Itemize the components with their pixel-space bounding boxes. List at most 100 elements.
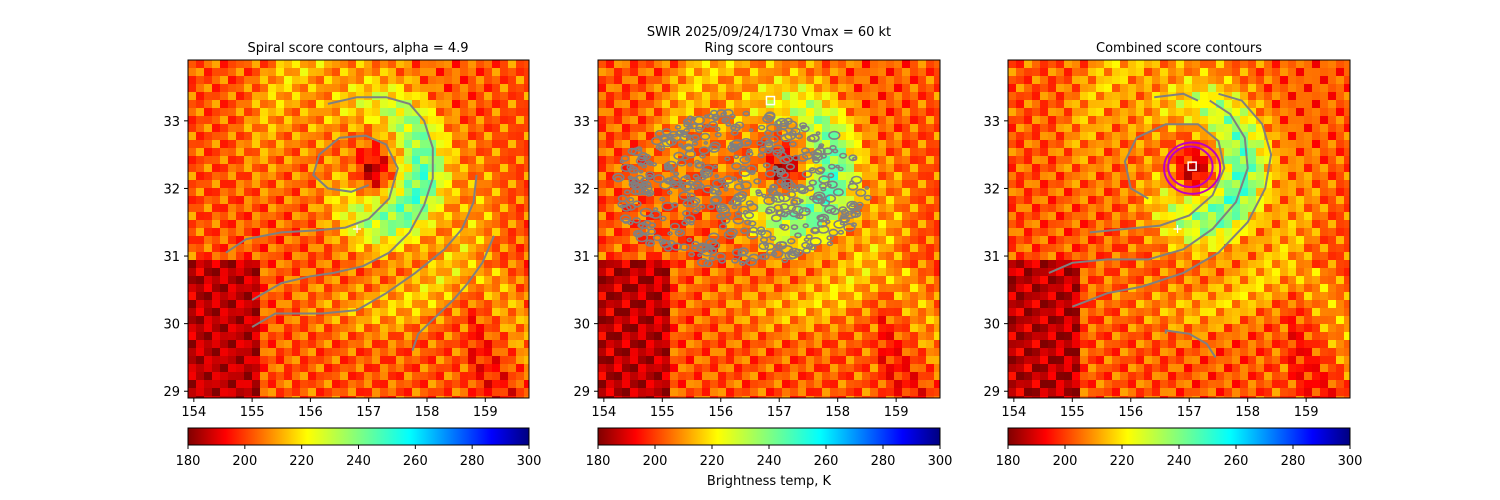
image-cell (476, 268, 485, 277)
image-cell (782, 84, 791, 93)
image-cell (742, 92, 751, 101)
image-cell (622, 364, 631, 373)
image-cell (404, 148, 413, 157)
image-cell (308, 324, 317, 333)
image-cell (846, 116, 855, 125)
image-cell (894, 356, 903, 365)
image-cell (790, 276, 799, 285)
image-cell (348, 308, 357, 317)
image-cell (1064, 140, 1073, 149)
image-cell (316, 356, 325, 365)
image-cell (380, 324, 389, 333)
image-cell (380, 180, 389, 189)
image-cell (822, 108, 831, 117)
image-cell (188, 340, 197, 349)
image-cell (268, 68, 277, 77)
contour-blob (737, 247, 749, 256)
image-cell (196, 84, 205, 93)
image-cell (830, 284, 839, 293)
image-cell (356, 396, 365, 398)
image-cell (452, 228, 461, 237)
image-cell (758, 68, 767, 77)
contour-blob (682, 118, 692, 126)
image-cell (324, 396, 333, 398)
image-cell (710, 308, 719, 317)
image-cell (870, 228, 879, 237)
image-cell (260, 268, 269, 277)
image-cell (790, 228, 799, 237)
image-cell (662, 396, 671, 398)
image-cell (910, 332, 919, 341)
image-cell (324, 268, 333, 277)
image-cell (758, 292, 767, 301)
image-cell (734, 76, 743, 85)
image-cell (662, 84, 671, 93)
image-cell (878, 364, 887, 373)
image-cell (910, 172, 919, 181)
image-cell (308, 124, 317, 133)
image-cell (220, 116, 229, 125)
image-cell (1120, 212, 1129, 221)
image-cell (782, 300, 791, 309)
image-cell (516, 276, 525, 285)
image-cell (1120, 316, 1129, 325)
image-cell (332, 100, 341, 109)
image-cell (1024, 292, 1033, 301)
image-cell (1008, 204, 1017, 213)
image-cell (1048, 156, 1057, 165)
image-cell (196, 204, 205, 213)
image-cell (1008, 364, 1017, 373)
image-cell (926, 172, 935, 181)
image-cell (878, 172, 887, 181)
image-cell (244, 228, 253, 237)
image-cell (484, 188, 493, 197)
image-cell (332, 244, 341, 253)
image-cell (516, 148, 525, 157)
image-cell (188, 364, 197, 373)
image-cell (774, 84, 783, 93)
image-cell (420, 204, 429, 213)
image-cell (300, 228, 309, 237)
image-cell (324, 356, 333, 365)
image-cell (1032, 340, 1041, 349)
image-cell (316, 172, 325, 181)
image-cell (204, 180, 213, 189)
image-cell (790, 380, 799, 389)
image-cell (862, 68, 871, 77)
image-cell (364, 236, 373, 245)
image-cell (694, 276, 703, 285)
image-cell (372, 172, 381, 181)
image-cell (710, 156, 719, 165)
image-cell (614, 372, 623, 381)
image-cell (838, 116, 847, 125)
image-cell (1072, 212, 1081, 221)
image-cell (934, 372, 940, 381)
image-cell (444, 348, 453, 357)
image-cell (516, 388, 525, 397)
image-cell (918, 132, 927, 141)
image-cell (1080, 60, 1089, 69)
satellite-image (188, 60, 529, 398)
image-cell (1080, 172, 1089, 181)
image-cell (396, 108, 405, 117)
image-cell (654, 300, 663, 309)
image-cell (598, 236, 607, 245)
image-cell (702, 108, 711, 117)
image-cell (638, 60, 647, 69)
image-cell (436, 140, 445, 149)
image-cell (638, 188, 647, 197)
image-cell (380, 316, 389, 325)
image-cell (782, 372, 791, 381)
image-cell (236, 108, 245, 117)
image-cell (252, 380, 261, 389)
image-cell (766, 196, 775, 205)
image-cell (468, 316, 477, 325)
image-cell (854, 380, 863, 389)
image-cell (236, 396, 245, 398)
image-cell (444, 260, 453, 269)
image-cell (902, 92, 911, 101)
image-cell (902, 244, 911, 253)
image-cell (204, 100, 213, 109)
image-cell (500, 172, 509, 181)
image-cell (862, 316, 871, 325)
